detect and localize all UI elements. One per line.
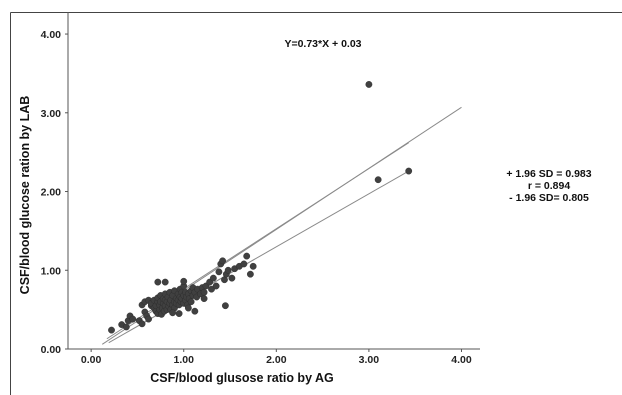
y-tick-label: 3.00 (41, 108, 62, 120)
data-point (129, 315, 137, 323)
data-point (209, 274, 217, 282)
data-point (208, 285, 215, 293)
data-point (138, 320, 146, 328)
data-point (108, 326, 115, 334)
y-tick-label: 4.00 (41, 29, 62, 41)
data-point (212, 282, 220, 290)
x-tick-label: 4.00 (451, 354, 472, 366)
axis-ticks: 0.00 1.00 2.00 3.00 4.00 0.00 1.00 2.00 3.00 4.00 (41, 29, 472, 366)
x-tick-label: 2.00 (266, 354, 287, 366)
data-point (154, 278, 162, 286)
stats-r: r = 0.894 (528, 180, 570, 192)
data-point (184, 304, 192, 312)
x-tick-label: 0.00 (81, 354, 102, 366)
data-point (405, 167, 413, 175)
data-point (219, 257, 227, 265)
y-axis-title: CSF/blood glucose ration by LAB (18, 96, 32, 295)
data-point (200, 295, 208, 303)
data-point (187, 298, 195, 306)
data-point (169, 309, 177, 317)
x-tick-label: 1.00 (174, 354, 195, 366)
fit-line-3 (108, 170, 409, 344)
data-point (215, 268, 223, 276)
data-point (249, 262, 257, 270)
data-point (122, 323, 130, 331)
data-point (200, 288, 208, 296)
data-point (161, 278, 169, 286)
y-tick-label: 0.00 (41, 344, 62, 356)
y-tick-label: 2.00 (41, 187, 62, 199)
plot-area (67, 12, 480, 350)
data-point (221, 302, 229, 310)
x-tick-label: 3.00 (359, 354, 380, 366)
data-point (365, 81, 373, 88)
data-point (175, 310, 183, 317)
data-point (243, 252, 251, 260)
data-point (246, 270, 254, 278)
data-point (240, 260, 248, 268)
regression-equation: Y=0.73*X + 0.03 (284, 38, 361, 50)
stats-box: + 1.96 SD = 0.983 r = 0.894 - 1.96 SD= 0… (506, 168, 591, 204)
data-point (374, 176, 382, 184)
data-point (180, 277, 188, 285)
data-point (228, 274, 236, 282)
data-point (191, 307, 199, 315)
y-tick-label: 1.00 (41, 265, 62, 277)
x-axis-title: CSF/blood glusose ratio by AG (150, 371, 334, 385)
data-point (224, 266, 232, 274)
stats-upper-sd: + 1.96 SD = 0.983 (506, 168, 591, 180)
stats-lower-sd: - 1.96 SD= 0.805 (509, 192, 589, 204)
data-point (145, 315, 152, 323)
